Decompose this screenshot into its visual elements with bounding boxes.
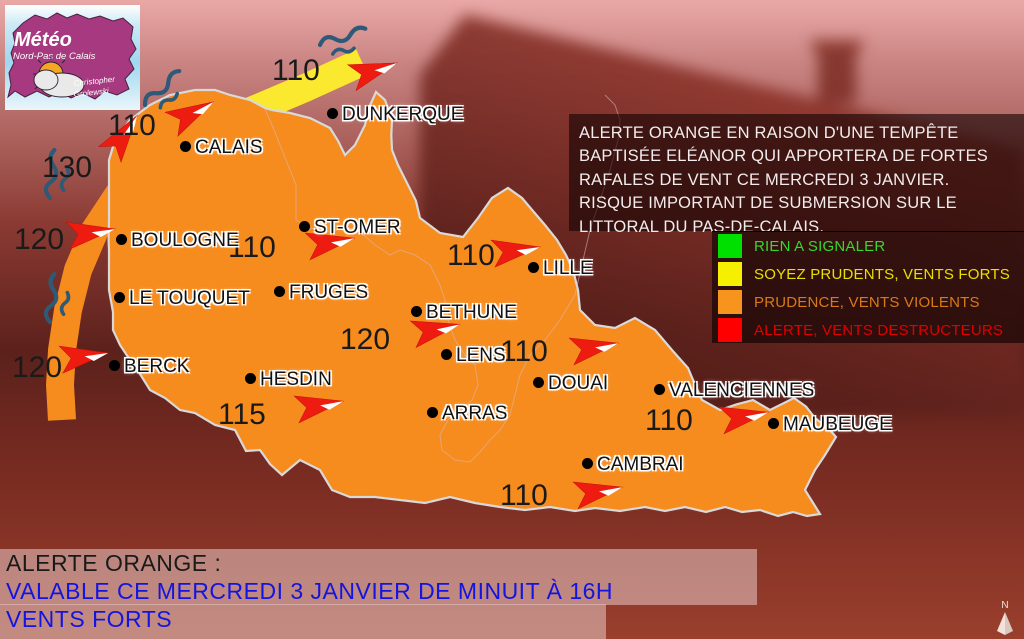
svg-text:110: 110 xyxy=(500,335,548,368)
svg-text:115: 115 xyxy=(218,398,266,431)
svg-text:120: 120 xyxy=(14,223,64,256)
svg-text:110: 110 xyxy=(272,54,320,87)
svg-text:110: 110 xyxy=(447,239,495,272)
svg-text:120: 120 xyxy=(12,351,62,384)
svg-text:Nord-Pas de Calais: Nord-Pas de Calais xyxy=(13,51,96,62)
svg-text:130: 130 xyxy=(42,151,92,184)
svg-text:120: 120 xyxy=(340,323,390,356)
svg-text:110: 110 xyxy=(645,404,693,437)
svg-text:N: N xyxy=(1001,600,1008,611)
svg-text:110: 110 xyxy=(108,109,156,142)
svg-text:Météo: Météo xyxy=(14,29,72,51)
svg-text:110: 110 xyxy=(500,479,548,512)
